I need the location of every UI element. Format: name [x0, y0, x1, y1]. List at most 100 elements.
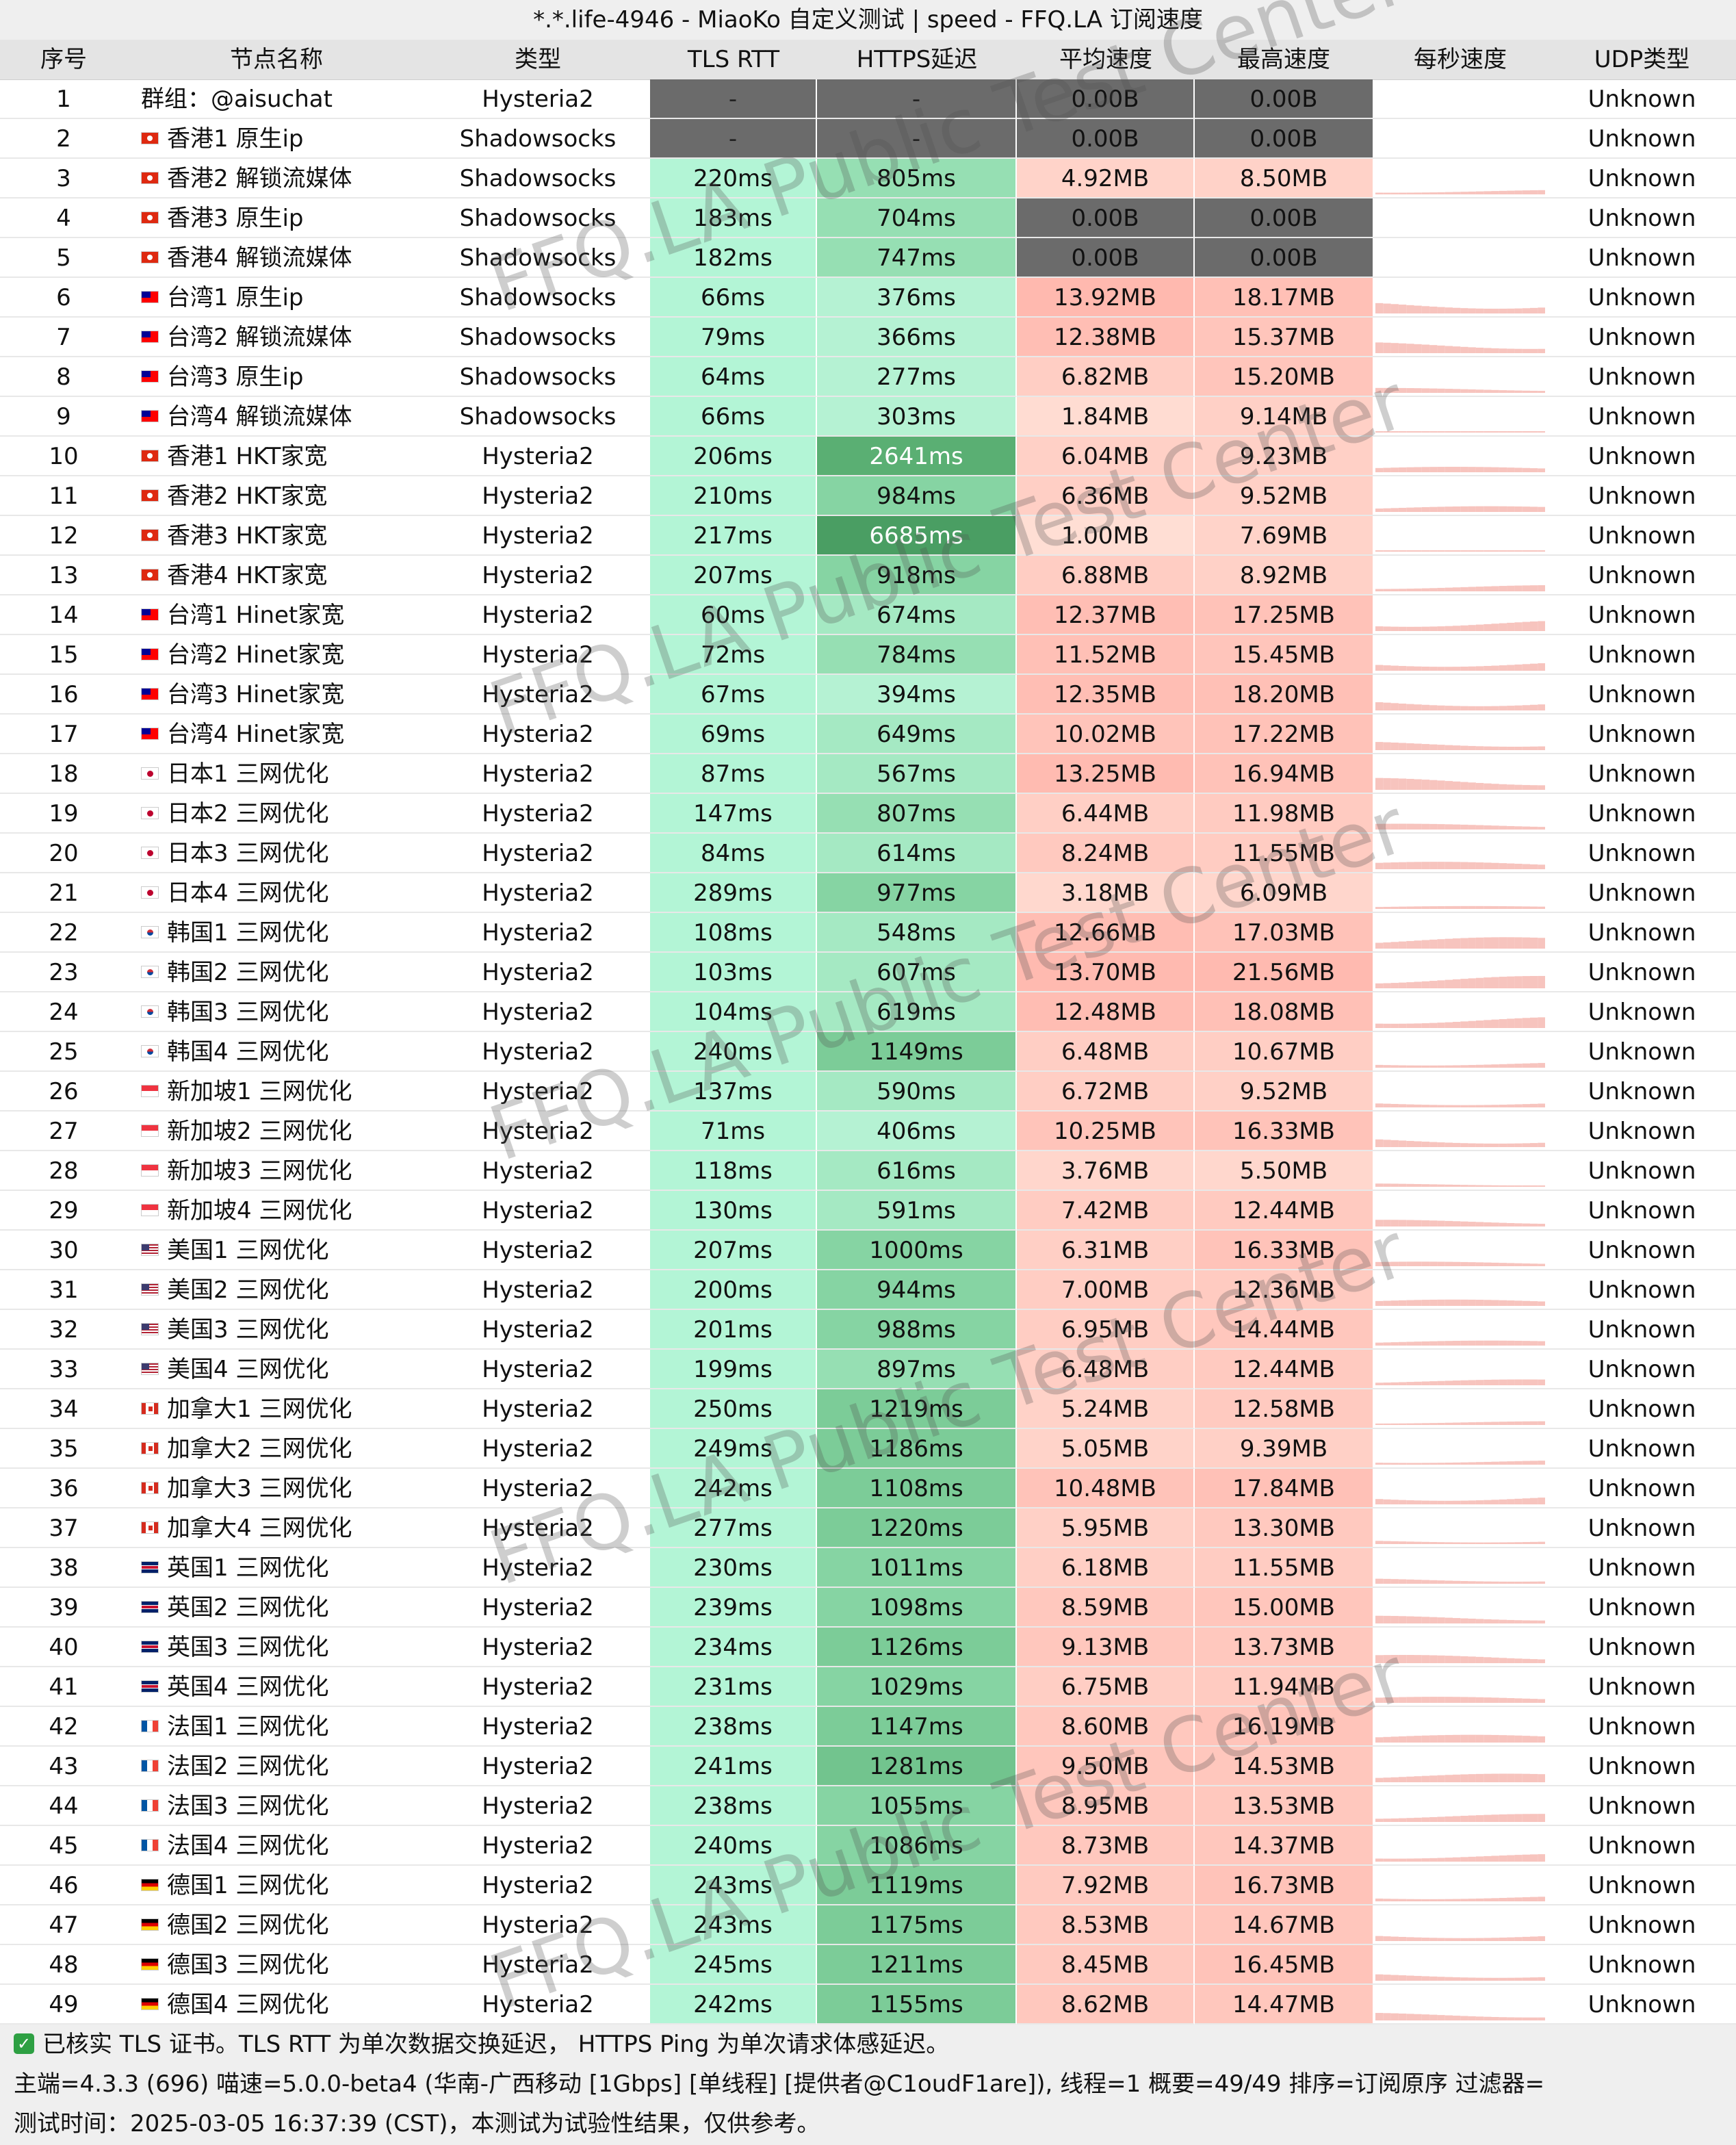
table-row[interactable]: 38 英国1 三网优化 Hysteria2 230ms 1011ms 6.18MB 11.5… — [0, 1548, 1736, 1588]
table-row[interactable]: 42 法国1 三网优化 Hysteria2 238ms 1147ms 8.60MB 16.1… — [0, 1707, 1736, 1747]
row-index: 16 — [0, 675, 127, 715]
https-latency: 567ms — [817, 754, 1017, 794]
table-row[interactable]: 37 加拿大4 三网优化 Hysteria2 277ms 1220ms 5.95MB 13.… — [0, 1508, 1736, 1548]
node-name-cell: 加拿大1 三网优化 — [127, 1389, 426, 1429]
table-row[interactable]: 32 美国3 三网优化 Hysteria2 201ms 988ms 6.95MB 14.44… — [0, 1310, 1736, 1350]
sparkline-icon — [1375, 1654, 1545, 1663]
table-row[interactable]: 20 日本3 三网优化 Hysteria2 84ms 614ms 8.24MB 11.55M… — [0, 834, 1736, 873]
table-row[interactable]: 18 日本1 三网优化 Hysteria2 87ms 567ms 13.25MB 16.94… — [0, 754, 1736, 794]
row-index: 14 — [0, 595, 127, 635]
avg-speed: 6.44MB — [1017, 794, 1195, 834]
table-row[interactable]: 30 美国1 三网优化 Hysteria2 207ms 1000ms 6.31MB 16.3… — [0, 1231, 1736, 1270]
table-row[interactable]: 6 台湾1 原生ip Shadowsocks 66ms 376ms 13.92MB 18.1… — [0, 278, 1736, 318]
col-header-avg-speed[interactable]: 平均速度 — [1059, 46, 1152, 73]
sparkline-icon — [1375, 1461, 1545, 1465]
table-row[interactable]: 41 英国4 三网优化 Hysteria2 231ms 1029ms 6.75MB 11.9… — [0, 1667, 1736, 1707]
avg-speed: 6.88MB — [1017, 556, 1195, 595]
per-second-speed-sparkline — [1373, 238, 1548, 278]
col-header-per-second-speed[interactable]: 每秒速度 — [1414, 46, 1507, 73]
table-row[interactable]: 3 香港2 解锁流媒体 Shadowsocks 220ms 805ms 4.92MB 8.5… — [0, 159, 1736, 198]
col-header-type[interactable]: 类型 — [515, 46, 561, 73]
node-name: 美国1 三网优化 — [167, 1237, 329, 1264]
max-speed: 17.84MB — [1195, 1469, 1373, 1508]
per-second-speed-sparkline — [1373, 873, 1548, 913]
table-row[interactable]: 24 韩国3 三网优化 Hysteria2 104ms 619ms 12.48MB 18.0… — [0, 992, 1736, 1032]
table-row[interactable]: 40 英国3 三网优化 Hysteria2 234ms 1126ms 9.13MB 13.7… — [0, 1628, 1736, 1667]
tls-rtt: 238ms — [650, 1786, 817, 1826]
table-row[interactable]: 13 香港4 HKT家宽 Hysteria2 207ms 918ms 6.88MB 8.92… — [0, 556, 1736, 595]
table-row[interactable]: 1 群组：@aisuchat Hysteria2- -0.00B 0.00B Unknow… — [0, 79, 1736, 119]
row-index: 23 — [0, 953, 127, 992]
row-index: 10 — [0, 437, 127, 476]
table-row[interactable]: 14 台湾1 Hinet家宽 Hysteria2 60ms 674ms 12.37MB 17… — [0, 595, 1736, 635]
table-row[interactable]: 33 美国4 三网优化 Hysteria2 199ms 897ms 6.48MB 12.44… — [0, 1350, 1736, 1389]
tls-rtt: - — [650, 119, 817, 159]
per-second-speed-sparkline — [1373, 834, 1548, 873]
node-name-cell: 美国2 三网优化 — [127, 1270, 426, 1310]
table-row[interactable]: 35 加拿大2 三网优化 Hysteria2 249ms 1186ms 5.05MB 9.3… — [0, 1429, 1736, 1469]
table-row[interactable]: 22 韩国1 三网优化 Hysteria2 108ms 548ms 12.66MB 17.0… — [0, 913, 1736, 953]
table-row[interactable]: 15 台湾2 Hinet家宽 Hysteria2 72ms 784ms 11.52MB 15… — [0, 635, 1736, 675]
table-row[interactable]: 28 新加坡3 三网优化 Hysteria2 118ms 616ms 3.76MB 5.50… — [0, 1151, 1736, 1191]
max-speed: 13.30MB — [1195, 1508, 1373, 1548]
col-header-index[interactable]: 序号 — [40, 46, 87, 73]
table-row[interactable]: 11 香港2 HKT家宽 Hysteria2 210ms 984ms 6.36MB 9.52… — [0, 476, 1736, 516]
table-row[interactable]: 26 新加坡1 三网优化 Hysteria2 137ms 590ms 6.72MB 9.52… — [0, 1072, 1736, 1112]
col-header-tls-rtt[interactable]: TLS RTT — [687, 46, 780, 73]
avg-speed: 9.50MB — [1017, 1747, 1195, 1786]
per-second-speed-sparkline — [1373, 516, 1548, 556]
table-row[interactable]: 21 日本4 三网优化 Hysteria2 289ms 977ms 3.18MB 6.09M… — [0, 873, 1736, 913]
https-latency: 2641ms — [817, 437, 1017, 476]
per-second-speed-sparkline — [1373, 476, 1548, 516]
table-row[interactable]: 34 加拿大1 三网优化 Hysteria2 250ms 1219ms 5.24MB 12.… — [0, 1389, 1736, 1429]
table-row[interactable]: 46 德国1 三网优化 Hysteria2 243ms 1119ms 7.92MB 16.7… — [0, 1866, 1736, 1905]
node-type: Hysteria2 — [426, 1231, 650, 1270]
table-row[interactable]: 9 台湾4 解锁流媒体 Shadowsocks 66ms 303ms 1.84MB 9.14… — [0, 397, 1736, 437]
table-row[interactable]: 10 香港1 HKT家宽 Hysteria2 206ms 2641ms 6.04MB 9.2… — [0, 437, 1736, 476]
footer-line-backend: 主端=4.3.3 (696) 喵速=5.0.0-beta4 (华南-广西移动 [… — [14, 2070, 1545, 2098]
node-type: Shadowsocks — [426, 278, 650, 318]
table-row[interactable]: 39 英国2 三网优化 Hysteria2 239ms 1098ms 8.59MB 15.0… — [0, 1588, 1736, 1628]
table-row[interactable]: 17 台湾4 Hinet家宽 Hysteria2 69ms 649ms 10.02MB 17… — [0, 715, 1736, 754]
table-row[interactable]: 4 香港3 原生ip Shadowsocks 183ms 704ms 0.00B 0.00B… — [0, 198, 1736, 238]
table-row[interactable]: 36 加拿大3 三网优化 Hysteria2 242ms 1108ms 10.48MB 17… — [0, 1469, 1736, 1508]
table-row[interactable]: 47 德国2 三网优化 Hysteria2 243ms 1175ms 8.53MB 14.6… — [0, 1905, 1736, 1945]
table-row[interactable]: 25 韩国4 三网优化 Hysteria2 240ms 1149ms 6.48MB 10.6… — [0, 1032, 1736, 1072]
table-row[interactable]: 27 新加坡2 三网优化 Hysteria2 71ms 406ms 10.25MB 16.3… — [0, 1112, 1736, 1151]
table-row[interactable]: 23 韩国2 三网优化 Hysteria2 103ms 607ms 13.70MB 21.5… — [0, 953, 1736, 992]
node-type: Hysteria2 — [426, 1747, 650, 1786]
table-row[interactable]: 29 新加坡4 三网优化 Hysteria2 130ms 591ms 7.42MB 12.4… — [0, 1191, 1736, 1231]
per-second-speed-sparkline — [1373, 1032, 1548, 1072]
max-speed: 15.20MB — [1195, 357, 1373, 397]
col-header-https-latency[interactable]: HTTPS延迟 — [856, 46, 978, 73]
avg-speed: 6.48MB — [1017, 1350, 1195, 1389]
table-row[interactable]: 31 美国2 三网优化 Hysteria2 200ms 944ms 7.00MB 12.36… — [0, 1270, 1736, 1310]
col-header-node-name[interactable]: 节点名称 — [230, 46, 323, 73]
tls-rtt: 183ms — [650, 198, 817, 238]
node-type: Shadowsocks — [426, 318, 650, 357]
udp-type: Unknown — [1548, 1628, 1736, 1667]
node-type: Hysteria2 — [426, 913, 650, 953]
udp-type: Unknown — [1548, 1985, 1736, 2025]
node-type: Hysteria2 — [426, 1350, 650, 1389]
table-row[interactable]: 7 台湾2 解锁流媒体 Shadowsocks 79ms 366ms 12.38MB 15.… — [0, 318, 1736, 357]
table-row[interactable]: 49 德国4 三网优化 Hysteria2 242ms 1155ms 8.62MB 14.4… — [0, 1985, 1736, 2025]
table-row[interactable]: 12 香港3 HKT家宽 Hysteria2 217ms 6685ms 1.00MB 7.6… — [0, 516, 1736, 556]
tls-rtt: 66ms — [650, 278, 817, 318]
max-speed: 8.92MB — [1195, 556, 1373, 595]
table-row[interactable]: 8 台湾3 原生ip Shadowsocks 64ms 277ms 6.82MB 15.20… — [0, 357, 1736, 397]
table-row[interactable]: 45 法国4 三网优化 Hysteria2 240ms 1086ms 8.73MB 14.3… — [0, 1826, 1736, 1866]
col-header-max-speed[interactable]: 最高速度 — [1237, 46, 1330, 73]
table-row[interactable]: 43 法国2 三网优化 Hysteria2 241ms 1281ms 9.50MB 14.5… — [0, 1747, 1736, 1786]
sparkline-icon — [1375, 506, 1545, 512]
node-type: Hysteria2 — [426, 79, 650, 119]
table-row[interactable]: 5 香港4 解锁流媒体 Shadowsocks 182ms 747ms 0.00B 0.00… — [0, 238, 1736, 278]
table-row[interactable]: 19 日本2 三网优化 Hysteria2 147ms 807ms 6.44MB 11.98… — [0, 794, 1736, 834]
max-speed: 15.45MB — [1195, 635, 1373, 675]
table-row[interactable]: 48 德国3 三网优化 Hysteria2 245ms 1211ms 8.45MB 16.4… — [0, 1945, 1736, 1985]
col-header-udp-type[interactable]: UDP类型 — [1594, 46, 1690, 73]
table-row[interactable]: 2 香港1 原生ip Shadowsocks - -0.00B 0.00B Unknown — [0, 119, 1736, 159]
table-row[interactable]: 44 法国3 三网优化 Hysteria2 238ms 1055ms 8.95MB 13.5… — [0, 1786, 1736, 1826]
table-row[interactable]: 16 台湾3 Hinet家宽 Hysteria2 67ms 394ms 12.35MB 18… — [0, 675, 1736, 715]
avg-speed: 13.70MB — [1017, 953, 1195, 992]
